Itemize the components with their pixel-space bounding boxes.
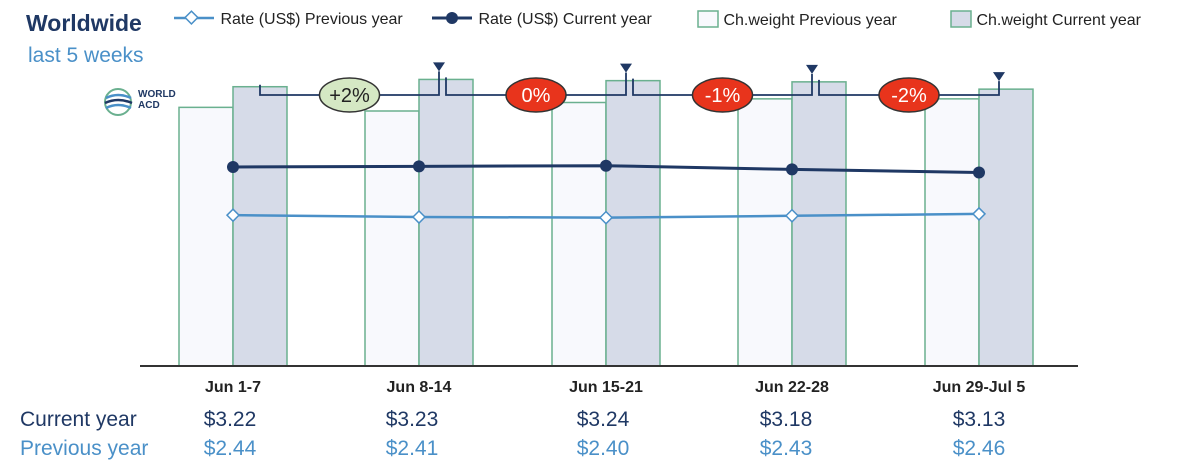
bar-weight-current [791,81,847,367]
bar-weight-current [605,79,661,367]
change-label: 0% [522,85,551,107]
rate-current-point [973,166,985,179]
legend-line-diamond-icon [174,10,214,25]
rate-current-point [600,159,612,172]
bar-weight-current [232,85,288,367]
change-badge [878,77,940,113]
current-year-label: Current year [20,408,137,431]
bar-weight-current [418,78,474,367]
x-tick-label: Jun 15-21 [569,379,643,396]
change-arrowhead [806,64,818,74]
rate-previous-point [225,208,241,223]
bar-weight-previous [364,110,420,367]
rate-previous-point [971,206,987,221]
globe-icon [104,88,133,116]
legend-label: Ch.weight Previous year [723,12,897,29]
rate-current-point [786,163,798,176]
change-label: -2% [891,85,927,107]
current-year-value: $3.18 [759,408,813,431]
legend-item-weight-current: Ch.weight Current year [950,10,1141,30]
bar-weight-previous [737,98,793,367]
x-tick-label: Jun 1-7 [205,379,261,396]
change-arrowhead [433,62,445,72]
current-year-value: $3.23 [385,408,439,431]
logo-text-line2: ACD [138,100,160,111]
legend-item-rate-previous: Rate (US$) Previous year [172,10,403,29]
change-badge [691,77,754,113]
rate-previous-point [411,209,427,225]
rate-previous-point [784,208,800,223]
bar-weight-previous [178,106,234,367]
change-badge [318,77,381,113]
change-badge [505,77,567,113]
x-tick-label: Jun 22-28 [755,379,829,396]
logo-text-line1: WORLD [138,89,176,100]
legend-bar-current-icon [950,10,972,28]
bar-weight-current [978,88,1034,367]
legend-label: Ch.weight Current year [976,12,1141,29]
world-acd-logo: WORLD ACD [102,86,202,120]
previous-year-value: $2.40 [576,437,630,460]
current-year-value: $3.22 [203,408,257,431]
rate-current-point [227,160,239,173]
previous-year-value: $2.44 [203,437,257,460]
legend-item-weight-previous: Ch.weight Previous year [697,10,897,30]
legend-bar-previous-icon [697,10,719,28]
x-tick-label: Jun 29-Jul 5 [933,379,1026,396]
change-label: -1% [705,85,741,107]
rate-current-point [413,160,425,173]
previous-year-value: $2.46 [952,437,1006,460]
legend-label: Rate (US$) Current year [478,11,652,28]
previous-year-label: Previous year [20,437,149,460]
logo-text: WORLD ACD [138,89,176,111]
change-arrowhead [993,72,1005,82]
change-label: +2% [329,85,370,107]
bar-weight-previous [924,98,980,367]
chart-subtitle: last 5 weeks [28,44,144,67]
legend-item-rate-current: Rate (US$) Current year [430,10,652,29]
current-year-value: $3.13 [952,408,1006,431]
current-year-value: $3.24 [576,408,630,431]
x-tick-label: Jun 8-14 [387,379,452,396]
bar-weight-previous [551,101,607,367]
chart-title: Worldwide [26,10,142,36]
rate-previous-point [598,210,614,225]
previous-year-value: $2.43 [759,437,813,460]
previous-year-value: $2.41 [385,437,439,460]
legend-label: Rate (US$) Previous year [220,11,403,28]
change-arrowhead [620,63,632,73]
legend-line-dot-icon [432,12,472,24]
